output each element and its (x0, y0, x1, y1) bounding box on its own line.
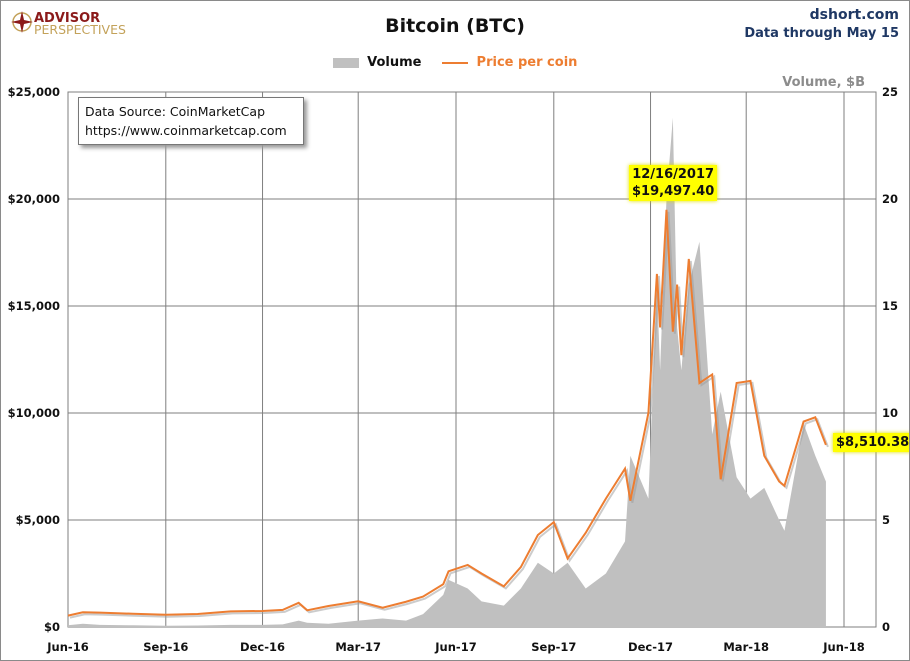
x-tick-label: Jun-18 (822, 640, 864, 654)
peak-date: 12/16/2017 (632, 167, 715, 182)
right-tick-label: 5 (882, 513, 890, 527)
advisor-perspectives-logo: ADVISOR PERSPECTIVES (11, 10, 151, 40)
data-source-url: https://www.coinmarketcap.com (85, 123, 287, 138)
right-tick-label: 0 (882, 620, 890, 634)
volume-area (68, 117, 826, 628)
right-tick-label: 25 (882, 85, 898, 99)
x-tick-label: Sep-16 (143, 640, 188, 654)
left-tick-label: $0 (44, 620, 60, 634)
svg-text:ADVISOR: ADVISOR (34, 11, 100, 26)
right-tick-label: 10 (882, 406, 898, 420)
data-source-line: Data Source: CoinMarketCap (85, 104, 265, 119)
x-tick-label: Dec-17 (628, 640, 673, 654)
legend-label-volume: Volume (367, 55, 422, 70)
peak-value: $19,497.40 (632, 184, 715, 199)
left-tick-label: $25,000 (8, 85, 60, 99)
right-tick-label: 15 (882, 299, 898, 313)
left-tick-label: $15,000 (8, 299, 60, 313)
right-axis-label: Volume, $B (782, 75, 865, 90)
price-line-shadow (69, 211, 829, 619)
x-tick-label: Dec-16 (240, 640, 285, 654)
chart-title: Bitcoin (BTC) (385, 15, 525, 37)
x-tick-label: Mar-17 (335, 640, 381, 654)
x-tick-label: Jun-16 (46, 640, 88, 654)
legend: Volume Price per coin (1, 55, 909, 70)
price-line (67, 209, 827, 617)
x-tick-label: Jun-17 (434, 640, 476, 654)
legend-swatch-volume (332, 57, 359, 68)
latest-price-annotation: $8,510.38 (833, 433, 910, 452)
svg-text:PERSPECTIVES: PERSPECTIVES (34, 22, 126, 36)
legend-label-price: Price per coin (476, 55, 578, 70)
data-source-box: Data Source: CoinMarketCap https://www.c… (78, 97, 304, 145)
legend-swatch-price (442, 61, 469, 64)
left-tick-label: $20,000 (8, 192, 60, 206)
latest-value: $8,510.38 (836, 435, 910, 450)
data-through: Data through May 15 (744, 26, 899, 41)
site-name: dshort.com (809, 7, 899, 23)
x-tick-label: Mar-18 (723, 640, 769, 654)
x-tick-label: Sep-17 (531, 640, 576, 654)
compass-icon (11, 11, 33, 33)
right-tick-label: 20 (882, 192, 898, 206)
peak-annotation: 12/16/2017 $19,497.40 (629, 165, 718, 201)
left-tick-label: $10,000 (8, 406, 60, 420)
left-tick-label: $5,000 (16, 513, 60, 527)
